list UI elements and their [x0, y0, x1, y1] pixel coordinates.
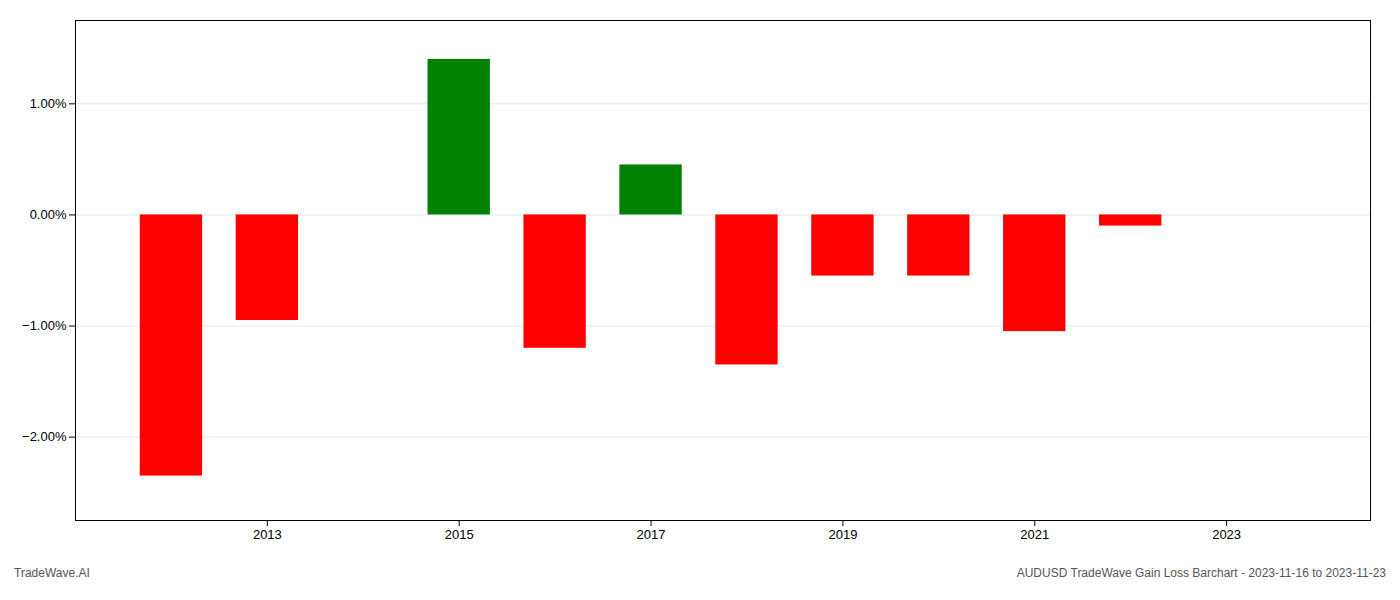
html-text:TradeWave.AI: TradeWave.AI	[14, 566, 90, 580]
svg-text:2013: 2013	[253, 527, 282, 542]
svg-text:−1.00%: −1.00%	[22, 318, 67, 333]
svg-text:2019: 2019	[828, 527, 857, 542]
svg-text:2023: 2023	[1212, 527, 1241, 542]
svg-text:1.00%: 1.00%	[30, 96, 67, 111]
svg-text:2015: 2015	[445, 527, 474, 542]
svg-text:2017: 2017	[637, 527, 666, 542]
html-text:AUDUSD TradeWave Gain Loss Bar: AUDUSD TradeWave Gain Loss Barchart - 20…	[1016, 566, 1386, 580]
svg-text:−2.00%: −2.00%	[22, 429, 67, 444]
svg-text:0.00%: 0.00%	[30, 207, 67, 222]
svg-text:2021: 2021	[1020, 527, 1049, 542]
